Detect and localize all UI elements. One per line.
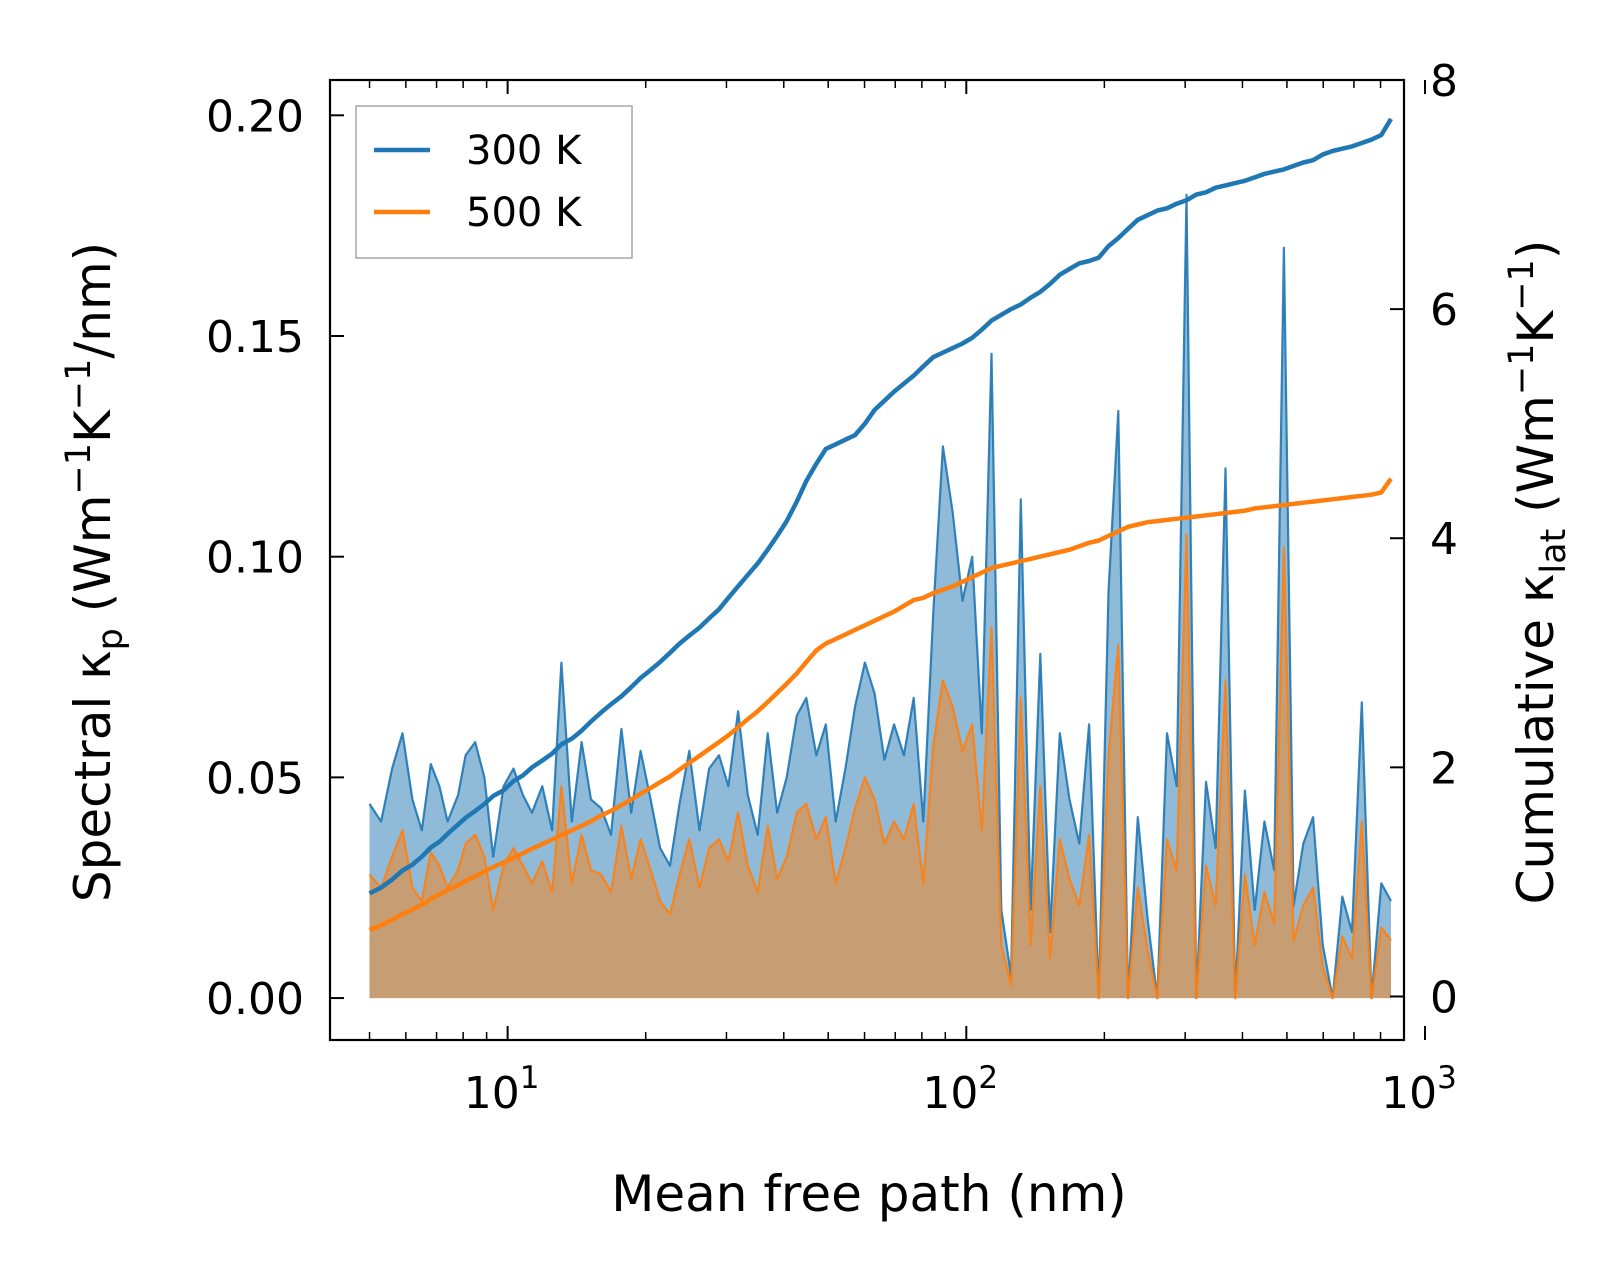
cumulative-line-300k bbox=[368, 117, 1393, 896]
spectral-line-300k bbox=[368, 193, 1392, 1000]
y-right-tick-label-4: 8 bbox=[1430, 56, 1458, 107]
spectral-area-500k bbox=[369, 534, 1391, 999]
y-right-tick-label-2: 4 bbox=[1430, 514, 1458, 565]
y-left-axis-label: Spectral κp (Wm−1K−1/nm) bbox=[59, 242, 131, 902]
spectral-line-500k bbox=[368, 533, 1392, 1000]
y-left-tick-label-0: 0.00 bbox=[206, 974, 304, 1025]
legend-label-300k: 300 K bbox=[466, 128, 583, 174]
y-left-tick-label-1: 0.05 bbox=[206, 753, 304, 804]
cumulative-line-500k bbox=[368, 477, 1393, 933]
legend-label-500k: 500 K bbox=[466, 190, 583, 236]
x-axis-label: Mean free path (nm) bbox=[611, 1165, 1127, 1223]
y-left-axis-ticks: 0.00 0.05 0.10 0.15 0.20 bbox=[206, 91, 344, 1025]
x-axis-ticks: 101 102 103 bbox=[368, 80, 1457, 1119]
y-left-tick-label-4: 0.20 bbox=[206, 91, 304, 142]
x-tick-label-1: 102 bbox=[922, 1060, 998, 1119]
y-right-axis-ticks: 0 2 4 6 8 bbox=[1390, 56, 1458, 1023]
y-left-tick-label-3: 0.15 bbox=[206, 312, 304, 363]
axes-frame bbox=[328, 78, 1406, 1042]
y-right-tick-label-0: 0 bbox=[1430, 972, 1458, 1023]
spectral-area-300k bbox=[369, 194, 1391, 999]
legend: 300 K 500 K bbox=[355, 105, 633, 259]
x-tick-label-0: 101 bbox=[464, 1060, 540, 1119]
x-tick-label-2: 103 bbox=[1381, 1060, 1457, 1119]
y-right-tick-label-3: 6 bbox=[1430, 285, 1458, 336]
legend-box bbox=[355, 105, 633, 259]
y-left-tick-label-2: 0.10 bbox=[206, 533, 304, 584]
plot-data-layer bbox=[368, 117, 1393, 1000]
y-right-tick-label-1: 2 bbox=[1430, 743, 1458, 794]
y-right-axis-label: Cumulative κlat (Wm−1K−1) bbox=[1502, 240, 1574, 905]
